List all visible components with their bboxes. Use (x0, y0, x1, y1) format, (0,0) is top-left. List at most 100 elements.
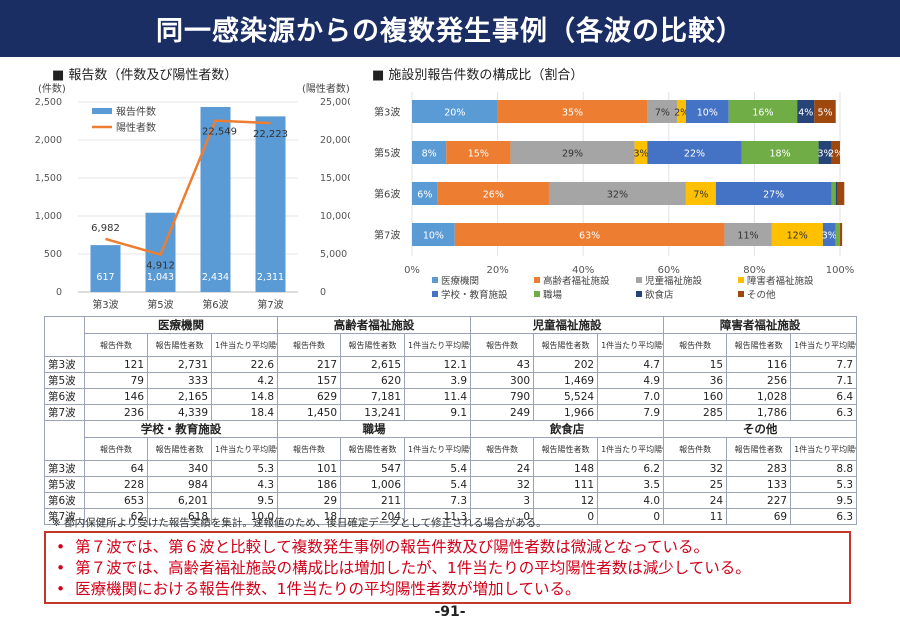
table-cell: 1,450 (277, 404, 342, 421)
table-cell: 4.7 (597, 356, 665, 373)
table-cell: 1,006 (340, 476, 406, 493)
table-cell: 6.3 (790, 508, 858, 525)
table-cell: 13,241 (340, 404, 406, 421)
segment-label: 32% (607, 190, 628, 201)
segment-高齢者福祉施設 (497, 100, 648, 123)
sub-header: 報告件数 (84, 333, 148, 357)
x-tick-label: 60% (658, 265, 680, 276)
table-cell: 7.9 (597, 404, 665, 421)
table-cell: 32 (663, 460, 728, 477)
table-cell: 202 (533, 356, 599, 373)
table-cell: 24 (470, 460, 535, 477)
legend-bar-swatch (92, 108, 112, 114)
category-label: 第5波 (374, 147, 400, 160)
wave-label: 第6波 (44, 388, 85, 405)
table-cell: 9.5 (790, 492, 858, 509)
segment-label: 3% (633, 149, 648, 160)
table-cell: 6.2 (597, 460, 665, 477)
group-header: 障害者福祉施設 (663, 316, 858, 334)
segment-医療機関 (412, 100, 498, 123)
sub-header: 報告件数 (277, 333, 342, 357)
segment-職場 (831, 182, 836, 205)
y-left-label: (件数) (38, 82, 66, 95)
segment-学校・教育施設 (647, 141, 742, 164)
wave-label: 第5波 (44, 372, 85, 389)
segment-その他 (814, 100, 836, 123)
x-tick-label: 第3波 (92, 298, 118, 311)
right-chart: 0% 20% 40% 60% 80% 100% 第3波 20% 35% 7% 2% 10% 16% 4% 5… (374, 92, 855, 301)
x-tick-label: 100% (826, 265, 855, 276)
x-tick-label: 40% (572, 265, 594, 276)
wave-label: 第3波 (44, 356, 85, 373)
bar-第7波 (255, 116, 286, 292)
segment-label: 8% (422, 149, 437, 160)
table-cell: 7.1 (790, 372, 858, 389)
category-label: 第3波 (374, 106, 400, 119)
segment-学校・教育施設 (715, 182, 832, 205)
segment-その他 (840, 223, 843, 246)
table-cell: 5,524 (533, 388, 599, 405)
table-row: 第5波 79 333 4.2 157 620 3.9 300 1,469 4.9 36 256 7.1 (44, 372, 858, 389)
segment-label: 16% (752, 108, 773, 119)
table-cell: 8.8 (790, 460, 858, 477)
segment-label: 11% (737, 231, 758, 242)
segment-label: 10% (423, 231, 444, 242)
legend-label: 職場 (543, 289, 563, 301)
table-cell: 69 (726, 508, 792, 525)
segment-高齢者福祉施設 (437, 182, 549, 205)
table-cell: 133 (726, 476, 792, 493)
segment-障害者福祉施設 (685, 182, 716, 205)
sub-header: 報告陽性者数 (340, 333, 406, 357)
table-cell: 4,339 (147, 404, 212, 421)
table-row: 第5波 228 984 4.3 186 1,006 5.4 32 111 3.5 25 133 5.3 (44, 476, 858, 493)
table-cell: 227 (726, 492, 792, 509)
table-cell: 43 (470, 356, 535, 373)
group-header: 飲食店 (470, 420, 665, 438)
table-cell: 2,165 (147, 388, 212, 405)
segment-医療機関 (412, 182, 438, 205)
sub-header: 報告陽性者数 (726, 437, 792, 461)
y-right-tick: 20,000 (320, 135, 350, 146)
segment-学校・教育施設 (822, 223, 836, 246)
legend-label: 高齢者福祉施設 (543, 275, 610, 287)
segment-label: 20% (444, 108, 465, 119)
group-header: 職場 (277, 420, 472, 438)
segment-児童福祉施設 (510, 141, 635, 164)
table-cell: 111 (533, 476, 599, 493)
table-corner (44, 420, 85, 461)
table-cell: 6.4 (790, 388, 858, 405)
legend-swatch (432, 291, 438, 297)
left-chart: (件数) (陽性者数) 2,500 2,000 1,500 1,000 500 0 25,000… (35, 82, 350, 311)
table-cell: 6,201 (147, 492, 212, 509)
segment-label: 6% (417, 190, 432, 201)
segment-label: 2% (828, 149, 843, 160)
sub-header: 1件当たり平均陽性者数 (597, 437, 665, 461)
legend-label: 障害者福祉施設 (747, 275, 814, 287)
bar-第3波 (90, 245, 121, 292)
table-cell: 15 (663, 356, 728, 373)
wave-label: 第7波 (44, 404, 85, 421)
table-cell: 186 (277, 476, 342, 493)
y-right-tick: 5,000 (320, 249, 347, 260)
facility-table: 医療機関 高齢者福祉施設 児童福祉施設 障害者福祉施設 報告件数 報告陽性者数 1件当たり平… (44, 316, 858, 525)
table-cell: 7.0 (597, 388, 665, 405)
table-row: 第3波 121 2,731 22.6 217 2,615 12.1 43 202 4.7 15 116… (44, 356, 858, 373)
right-chart-heading: ■ 施設別報告件数の構成比（割合） (372, 68, 584, 83)
table-cell: 121 (84, 356, 148, 373)
x-tick-label: 80% (743, 265, 765, 276)
segment-label: 22% (684, 149, 705, 160)
table-cell: 7,181 (340, 388, 406, 405)
positive-line (105, 119, 271, 257)
segment-飲食店 (797, 100, 815, 123)
table-cell: 256 (726, 372, 792, 389)
table-corner (44, 316, 85, 357)
bar-第6波 (200, 107, 231, 293)
segment-label: 63% (579, 231, 600, 242)
table-cell: 160 (663, 388, 728, 405)
table-cell: 211 (340, 492, 406, 509)
line-value-label: 6,982 (91, 223, 120, 234)
table-cell: 547 (340, 460, 406, 477)
segment-label: 5% (817, 108, 832, 119)
table-cell: 157 (277, 372, 342, 389)
group-header: その他 (663, 420, 858, 438)
